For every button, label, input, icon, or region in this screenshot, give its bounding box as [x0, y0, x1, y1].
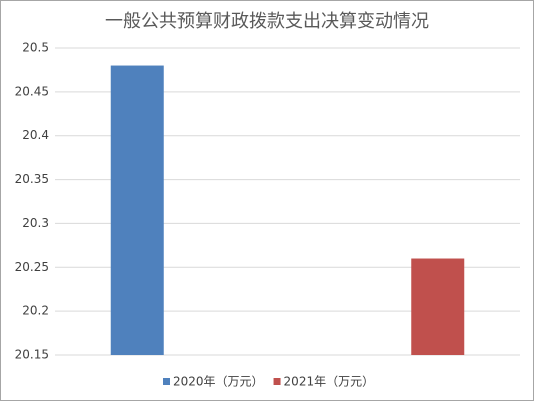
legend-label: 2021年（万元）: [284, 375, 375, 389]
bar: [110, 65, 164, 356]
y-tick-label: 20.25: [15, 260, 49, 274]
legend-swatch: [273, 378, 281, 385]
legend-label: 2020年（万元）: [173, 375, 264, 389]
y-tick-label: 20.4: [22, 128, 49, 142]
y-tick-label: 20.45: [15, 84, 49, 98]
y-tick-label: 20.35: [15, 172, 49, 186]
y-tick-label: 20.2: [22, 304, 49, 318]
y-tick-label: 20.15: [15, 348, 49, 362]
chart-title: 一般公共预算财政拨款支出决算变动情况: [105, 11, 429, 32]
y-tick-label: 20.5: [22, 41, 49, 55]
y-tick-label: 20.3: [22, 216, 49, 230]
bar: [411, 258, 465, 355]
legend-swatch: [163, 378, 170, 385]
